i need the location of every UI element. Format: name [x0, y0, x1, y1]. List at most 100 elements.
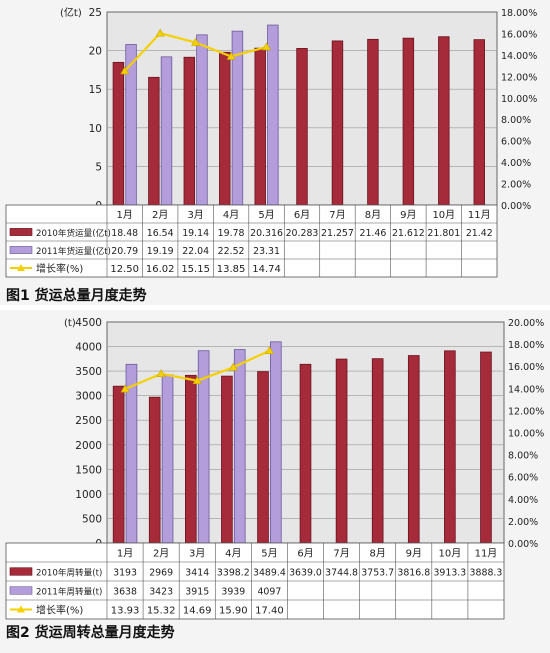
- legend-label: 增长率(%): [36, 604, 83, 617]
- growth-point: [264, 346, 274, 355]
- bar-2010: [407, 355, 420, 544]
- bar-2010: [221, 375, 233, 544]
- data-label: 3638: [113, 587, 137, 598]
- x-tick-label: 10月: [432, 209, 455, 221]
- bar-2010: [112, 61, 125, 206]
- data-label: 21.257: [321, 228, 354, 239]
- x-tick-label: 2月: [152, 209, 168, 221]
- data-label: 20.283: [286, 228, 319, 239]
- y2-tick-label: 14.00%: [501, 51, 537, 62]
- bar-2010: [371, 358, 384, 544]
- growth-point: [120, 66, 130, 75]
- y2-tick-label: 10.00%: [508, 429, 544, 440]
- y2-tick-label: 6.00%: [508, 473, 538, 484]
- legend-label: 2010年货运量(亿t): [36, 227, 111, 239]
- x-tick-label: 8月: [369, 548, 385, 560]
- data-label: 3193: [113, 568, 137, 579]
- bar-2010: [402, 37, 415, 206]
- data-label: 14.74: [252, 264, 281, 275]
- chart-1: 0510152025(亿t)0.00%2.00%4.00%6.00%8.00%1…: [5, 6, 537, 278]
- y-tick-label: 2000: [75, 440, 102, 452]
- x-tick-label: 1月: [117, 548, 133, 560]
- bar-2010: [257, 371, 269, 544]
- data-label: 15.15: [181, 264, 210, 275]
- y-tick-label: 1000: [75, 489, 102, 501]
- x-tick-label: 8月: [365, 209, 381, 221]
- bar-2011: [160, 56, 173, 206]
- x-tick-label: 4月: [223, 209, 239, 221]
- data-label: 3639.0: [289, 568, 322, 579]
- y2-tick-label: 8.00%: [508, 451, 538, 462]
- chart-2-title: 图2 货运周转总量月度走势: [6, 625, 175, 641]
- data-label: 21.42: [466, 228, 493, 239]
- growth-point: [228, 362, 238, 371]
- data-label: 21.612: [392, 228, 425, 239]
- growth-point: [192, 376, 202, 384]
- y-axis-unit: (t): [64, 318, 76, 329]
- x-tick-label: 9月: [406, 548, 422, 560]
- data-label: 19.14: [182, 228, 209, 239]
- data-label: 3753.7: [361, 568, 394, 579]
- y-tick-label: 1500: [75, 464, 102, 476]
- y-tick-label: 3500: [75, 366, 102, 378]
- bar-2010: [444, 350, 456, 544]
- x-tick-label: 5月: [261, 548, 277, 560]
- y2-tick-label: 4.00%: [508, 495, 538, 506]
- chart-panel-1: 0510152025(亿t)0.00%2.00%4.00%6.00%8.00%1…: [0, 0, 550, 305]
- y2-tick-label: 12.00%: [508, 406, 544, 417]
- legend-label: 2010年周转量(t): [36, 567, 102, 579]
- data-label: 3398.2: [217, 568, 250, 579]
- y2-tick-label: 2.00%: [508, 517, 538, 528]
- growth-point: [120, 384, 130, 393]
- x-tick-label: 4月: [225, 548, 241, 560]
- y-tick-label: 5: [95, 161, 102, 173]
- y2-tick-label: 0.00%: [501, 201, 531, 212]
- legend-key-marker: [17, 605, 25, 613]
- growth-point: [262, 42, 272, 51]
- data-label: 3489.4: [253, 568, 286, 579]
- x-tick-label: 10月: [438, 548, 461, 560]
- growth-point: [226, 51, 236, 60]
- y-tick-label: 15: [89, 84, 102, 96]
- data-label: 12.50: [110, 264, 139, 275]
- y-axis-unit: (亿t): [60, 6, 82, 19]
- bar-2010: [335, 358, 348, 544]
- y-tick-label: 2500: [75, 415, 102, 427]
- data-label: 16.54: [147, 228, 174, 239]
- x-tick-label: 5月: [258, 209, 274, 221]
- bar-2011: [161, 374, 174, 544]
- bar-2011: [233, 349, 246, 544]
- data-label: 20.316: [250, 228, 283, 239]
- growth-point: [191, 37, 201, 46]
- data-label: 3423: [149, 587, 173, 598]
- data-label: 3888.3: [470, 568, 503, 579]
- legend-key: [9, 228, 33, 236]
- y-tick-label: 500: [82, 513, 102, 525]
- y-tick-label: 20: [89, 46, 102, 58]
- legend-label: 2011年货运量(亿t): [36, 245, 111, 257]
- data-label: 20.79: [111, 246, 138, 257]
- bar-2011: [267, 24, 279, 206]
- data-label: 17.40: [255, 606, 284, 617]
- data-label: 21.801: [427, 228, 460, 239]
- legend-label: 2011年周转量(t): [36, 586, 102, 598]
- chart-panel-2: 050010001500200025003000350040004500(t)0…: [0, 310, 550, 653]
- data-label: 19.19: [147, 246, 174, 257]
- y2-tick-label: 2.00%: [501, 180, 531, 191]
- chart-2: 050010001500200025003000350040004500(t)0…: [5, 317, 544, 620]
- bar-2010: [148, 396, 161, 544]
- data-label: 4097: [257, 587, 281, 598]
- legend-label: 增长率(%): [36, 262, 83, 275]
- growth-point: [156, 369, 166, 378]
- data-label: 22.04: [182, 246, 209, 257]
- x-tick-label: 11月: [468, 209, 491, 221]
- legend-key-marker: [17, 264, 25, 271]
- y-tick-label: 10: [89, 123, 102, 135]
- data-label: 15.90: [219, 606, 248, 617]
- data-label: 3915: [185, 587, 209, 598]
- y-tick-label: 3000: [75, 391, 102, 403]
- data-label: 14.69: [183, 606, 212, 617]
- y-tick-label: 25: [89, 7, 102, 19]
- growth-point: [155, 28, 165, 37]
- bar-2010: [296, 48, 308, 206]
